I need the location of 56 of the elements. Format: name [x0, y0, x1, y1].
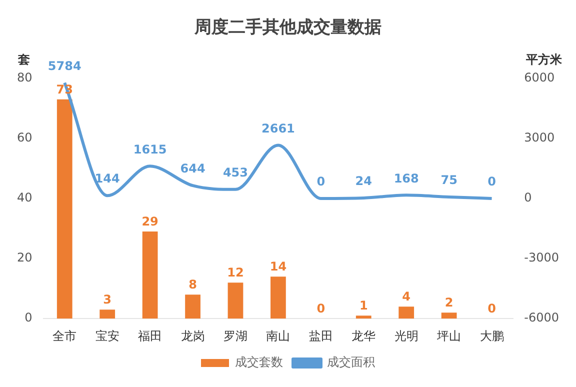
data-label: 75: [440, 173, 458, 188]
y-tick-label: 40: [16, 190, 32, 205]
data-label: 644: [180, 162, 206, 176]
bar: [185, 294, 200, 319]
y-tick-label: 80: [16, 70, 32, 85]
data-label: 14: [270, 260, 287, 274]
data-label: 3: [103, 292, 112, 307]
y2-tick-label: -6000: [524, 310, 560, 325]
data-label: 453: [222, 166, 248, 180]
x-tick-label: 全市: [52, 328, 77, 343]
data-label: 1: [359, 298, 368, 313]
x-tick-label: 罗湖: [223, 328, 248, 343]
data-label: 0: [488, 174, 496, 189]
data-label: 0: [316, 174, 326, 189]
data-label: 24: [355, 174, 372, 188]
data-label: 0: [488, 302, 496, 316]
x-tick-label: 光明: [394, 328, 418, 343]
data-label: 168: [394, 171, 419, 186]
y-tick-label: 0: [24, 310, 32, 325]
bar: [56, 99, 72, 319]
y-tick-label: 60: [16, 130, 32, 145]
x-tick-label: 龙华: [352, 328, 376, 343]
data-label: 2: [444, 296, 454, 310]
data-label: 8: [188, 278, 197, 292]
data-label: 0: [316, 302, 326, 316]
y2-tick-label: 3000: [524, 130, 555, 145]
bar: [398, 306, 414, 319]
x-tick-label: 福田: [138, 328, 162, 343]
y-tick-label: 20: [16, 250, 32, 265]
bar: [100, 310, 116, 319]
x-tick-label: 南山: [266, 328, 290, 343]
bar: [356, 316, 372, 319]
data-label: 29: [142, 214, 158, 229]
data-label: 12: [227, 266, 244, 280]
legend-label: 成交套数: [235, 355, 283, 370]
bar: [441, 312, 457, 319]
y2-tick-label: 6000: [524, 70, 555, 85]
y2-tick-label: -3000: [524, 250, 560, 265]
x-tick-label: 龙岗: [180, 328, 205, 343]
data-label: 144: [94, 172, 120, 186]
x-tick-label: 坪山: [436, 328, 462, 343]
data-label: 5784: [48, 58, 82, 73]
bar: [270, 276, 286, 319]
chart-title: 周度二手其他成交量数据: [194, 18, 382, 38]
data-label: 4: [402, 290, 411, 304]
x-tick-label: 大鹏: [480, 328, 504, 343]
x-tick-label: 宝安: [95, 328, 120, 343]
data-label: 1615: [133, 142, 167, 156]
y-axis-title: 套: [17, 52, 30, 67]
legend-label: 成交面积: [327, 355, 375, 370]
y2-tick-label: 0: [524, 190, 532, 205]
y2-axis-title: 平方米: [525, 52, 563, 67]
data-label: 2661: [261, 121, 295, 136]
bar: [228, 282, 244, 319]
x-tick-label: 盐田: [308, 328, 333, 343]
bar: [142, 232, 158, 319]
